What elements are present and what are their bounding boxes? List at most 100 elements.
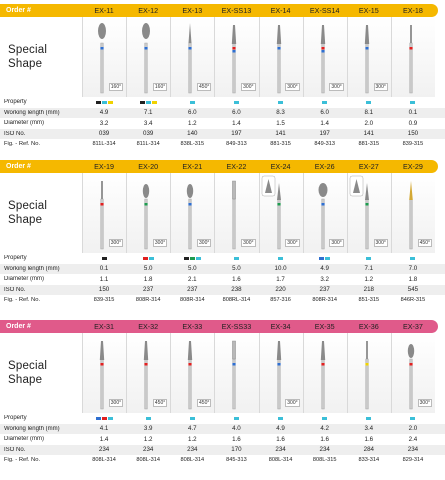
bur-cell: 300° (346, 17, 391, 97)
bur-drawing (365, 341, 369, 410)
row-value (214, 101, 258, 104)
color-band (321, 47, 325, 50)
order-code: EX-SS13 (221, 6, 252, 15)
row-value: 2.0 (364, 119, 374, 127)
row-value: 845-313 (226, 457, 247, 464)
section-header: Order # EX-19 EX-20 EX-21 EX-22 EX-24 EX-26 EX-… (0, 160, 445, 173)
row-value: 197 (231, 130, 242, 138)
bur-drawing (143, 341, 149, 410)
bur-shank (365, 358, 369, 410)
row-value: 1.4 (232, 119, 241, 127)
bur-shank (232, 198, 236, 250)
property-swatches (303, 101, 347, 104)
header-bar (0, 160, 438, 173)
order-code: EX-SS33 (221, 322, 252, 331)
row-value: 1.4 (320, 119, 329, 127)
property-swatches (214, 101, 258, 104)
property-swatches (170, 101, 214, 104)
rpm-badge: 300° (373, 239, 388, 247)
inset-cone (264, 179, 272, 193)
row-value (303, 101, 347, 104)
order-code: EX-24 (270, 162, 291, 171)
row-value (347, 101, 391, 104)
bur-shank (277, 42, 281, 94)
row-value (126, 417, 170, 420)
row-value: 197 (319, 130, 330, 138)
property-swatch (101, 101, 107, 104)
order-code: EX-29 (402, 162, 423, 171)
row-value: 829-314 (402, 457, 424, 464)
order-code: EX-33 (182, 322, 203, 331)
property-swatch (410, 101, 416, 104)
row-value: 234 (319, 446, 330, 454)
section-title: Special Shape (0, 173, 82, 253)
ref-row: Fig. - Ref. No. 811L-314 811L-314 838L-315 8… (0, 139, 445, 150)
rpm-badge: 300° (152, 239, 168, 247)
row-value: 808RL-314 (222, 297, 251, 304)
bur-drawing (188, 23, 192, 94)
bur-cell (302, 333, 347, 413)
bur-head (232, 180, 237, 200)
row-value: 851-315 (358, 297, 380, 304)
iso-row: ISO No. 150 237 237 238 220 237 218 545 (0, 284, 445, 295)
row-value: 849-313 (226, 141, 247, 148)
row-label: ISO No. (4, 286, 26, 293)
color-band (144, 363, 148, 366)
bur-drawing (320, 341, 325, 410)
row-label: Fig. - Ref. No. (4, 297, 41, 304)
bur-drawing (318, 183, 328, 250)
row-value: 10.0 (274, 265, 287, 273)
property-swatch (322, 101, 328, 104)
bur-images: 300° 450° 450° 300° 300° (82, 333, 445, 413)
title-line: Shape (8, 374, 43, 386)
row-value: 1.6 (364, 435, 374, 443)
bur-images: 300° 300° 300° 300° 300° 300° 300° 450° (82, 173, 445, 253)
row-value: 6.0 (188, 109, 197, 117)
bur-cell: 300° (258, 17, 303, 97)
row-value: 234 (275, 446, 286, 454)
property-swatch (101, 417, 107, 420)
bur-drawing (232, 180, 237, 250)
property-swatch (319, 257, 325, 260)
row-value: 237 (187, 286, 198, 294)
bur-cell: 300° (258, 173, 303, 253)
color-band (276, 203, 281, 206)
header-bar (0, 4, 438, 17)
bur-shank (277, 198, 281, 250)
color-band (409, 363, 413, 366)
row-value: 838L-315 (180, 141, 205, 148)
bur-cell: 300° (302, 173, 347, 253)
row-values: 234 234 234 170 234 234 284 234 (82, 446, 445, 453)
bur-head (407, 344, 415, 358)
row-value: 811L-314 (92, 141, 116, 148)
bur-head (320, 25, 325, 44)
color-band (409, 47, 413, 50)
row-value: 881-315 (270, 141, 291, 148)
property-swatch (233, 417, 239, 420)
iso-row: ISO No. 234 234 234 170 234 234 284 234 (0, 444, 445, 455)
row-values: 1.1 1.8 2.1 1.6 1.7 3.2 1.2 1.8 (82, 276, 445, 283)
row-value: 808L-314 (268, 457, 293, 464)
row-value: 808L-314 (180, 457, 205, 464)
property-swatch (95, 417, 101, 420)
color-band (365, 203, 369, 206)
property-swatch (101, 257, 107, 260)
row-values (82, 417, 445, 420)
row-values: 4.1 3.9 4.7 4.0 4.9 4.2 3.4 2.0 (82, 425, 445, 432)
iso-row: ISO No. 039 039 140 197 141 197 141 150 (0, 128, 445, 139)
row-value: 545 (407, 286, 419, 294)
property-row: Property (0, 253, 445, 264)
bur-head (320, 341, 325, 360)
bur-drawing (261, 175, 281, 250)
bur-drawing (407, 344, 415, 410)
bur-shank (144, 358, 148, 410)
rpm-badge: 300° (197, 239, 212, 247)
row-label: ISO No. (4, 130, 26, 137)
row-values: 4.9 7.1 6.0 6.0 8.3 6.0 8.1 0.1 (82, 109, 445, 116)
order-code: EX-21 (182, 162, 203, 171)
row-value: 839-315 (402, 141, 424, 148)
property-row: Property (0, 97, 445, 108)
title-line: Special (8, 200, 48, 212)
bur-cell: 300° (346, 173, 391, 253)
row-value (347, 417, 391, 420)
